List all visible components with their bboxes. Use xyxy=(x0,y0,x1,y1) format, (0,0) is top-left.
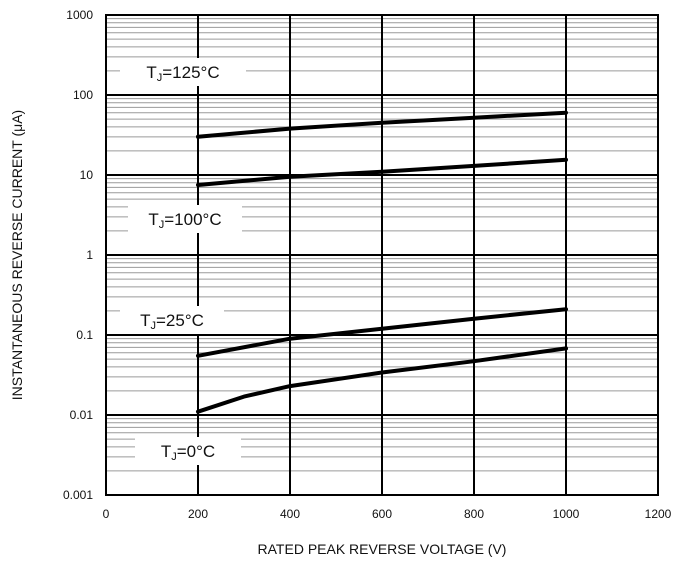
y-tick-label: 100 xyxy=(73,88,93,102)
y-tick-label: 0.01 xyxy=(70,408,94,422)
y-tick-labels: 0.001 0.01 0.1 1 10 100 1000 xyxy=(63,8,93,502)
y-axis-title: INSTANTANEOUS REVERSE CURRENT (μA) xyxy=(9,110,25,400)
curve-line xyxy=(196,157,568,187)
x-tick-label: 800 xyxy=(464,507,484,521)
y-tick-label: 1 xyxy=(86,248,93,262)
curve-label: TJ=25°C xyxy=(140,311,204,332)
curve-label: TJ=100°C xyxy=(148,210,221,231)
curve-label-box xyxy=(135,437,241,465)
curves xyxy=(196,110,568,414)
x-tick-label: 0 xyxy=(103,507,110,521)
x-tick-labels: 0 200 400 600 800 1000 1200 xyxy=(103,507,672,521)
x-tick-label: 1200 xyxy=(645,507,672,521)
x-tick-label: 600 xyxy=(372,507,392,521)
curve-label-boxes: TJ=125°C TJ=100°C TJ=25°C TJ=0°C xyxy=(120,58,246,465)
x-axis-title: RATED PEAK REVERSE VOLTAGE (V) xyxy=(258,541,507,557)
x-tick-label: 400 xyxy=(280,507,300,521)
plot-area-border xyxy=(105,14,659,496)
curve-label-box xyxy=(120,306,224,334)
y-tick-label: 1000 xyxy=(66,8,93,22)
y-tick-label: 0.001 xyxy=(63,488,93,502)
curve-label-box xyxy=(120,58,246,86)
curve-line xyxy=(196,307,568,358)
x-tick-label: 1000 xyxy=(553,507,580,521)
y-tick-label: 10 xyxy=(80,168,94,182)
curve-label: TJ=0°C xyxy=(161,442,215,463)
x-tick-label: 200 xyxy=(188,507,208,521)
curve-label-box xyxy=(128,205,242,233)
curve-line xyxy=(196,346,568,414)
curve-line xyxy=(196,110,568,139)
y-tick-label: 0.1 xyxy=(76,328,93,342)
curve-label: TJ=125°C xyxy=(146,63,219,84)
